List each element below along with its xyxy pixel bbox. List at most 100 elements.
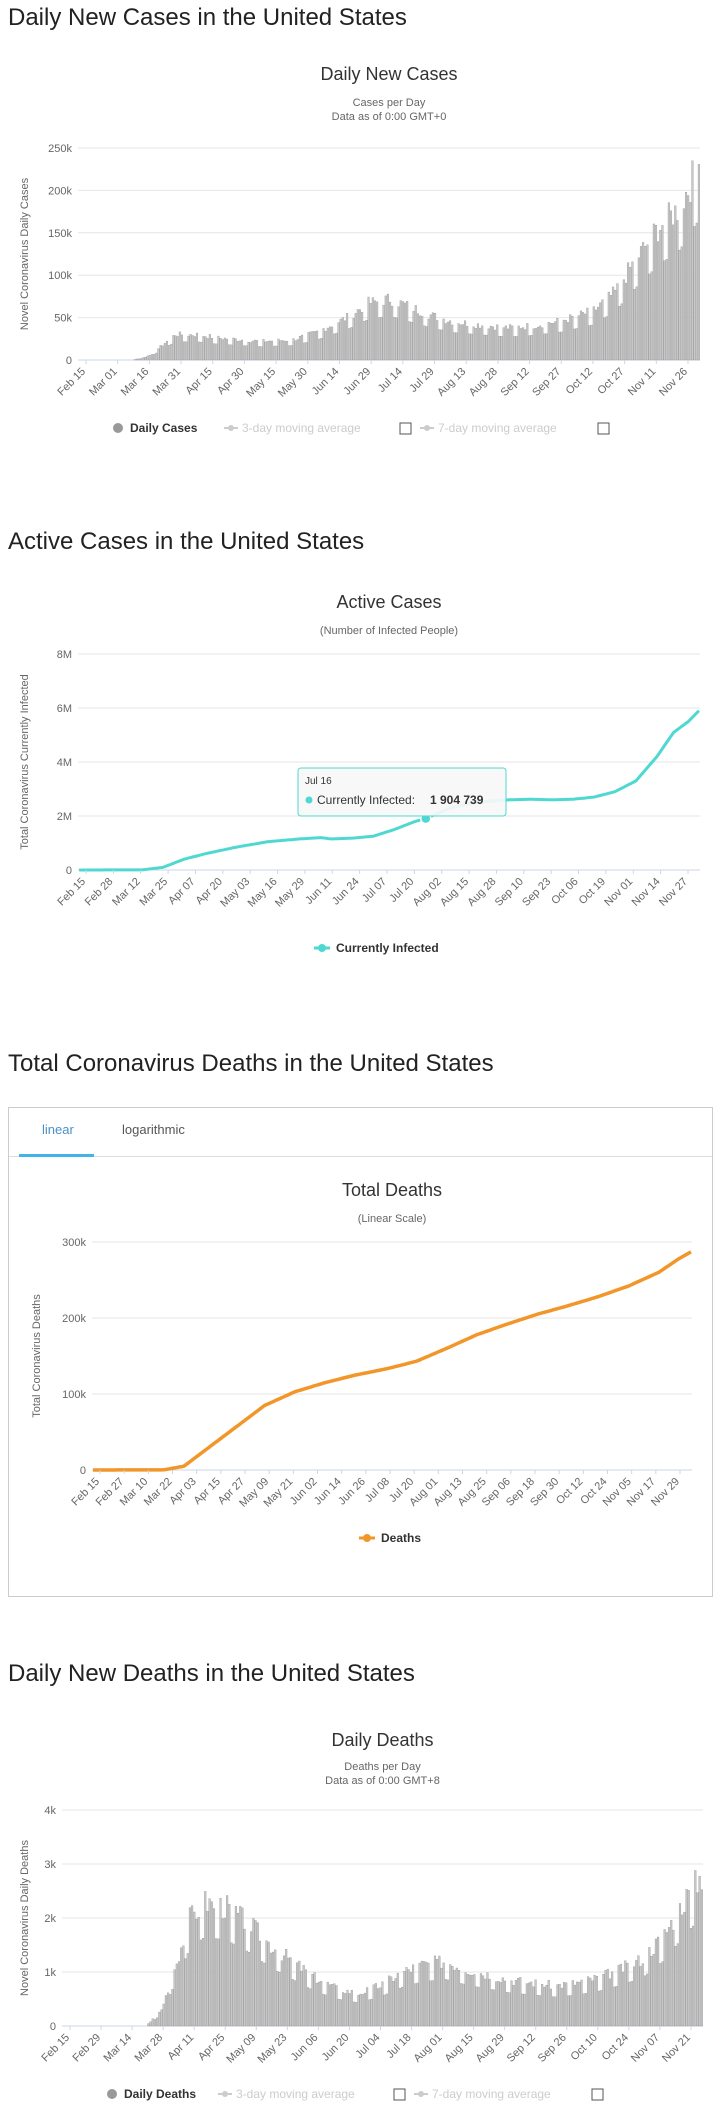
bar — [414, 305, 417, 361]
bar — [667, 202, 670, 361]
bar — [674, 1946, 677, 2027]
bar — [440, 1967, 443, 2027]
bar — [164, 1995, 167, 2027]
bar — [631, 261, 634, 361]
tab-linear[interactable]: linear — [42, 1122, 74, 1137]
bar — [291, 1979, 294, 2027]
bar — [609, 295, 612, 361]
bar — [254, 1920, 257, 2027]
bar — [165, 340, 168, 361]
bar — [296, 1962, 299, 2027]
bar — [672, 224, 675, 361]
bar — [534, 328, 537, 361]
bar — [554, 1996, 557, 2027]
bar — [337, 1998, 340, 2027]
bar — [436, 1959, 439, 2027]
bar — [401, 301, 404, 361]
bar — [552, 1996, 555, 2027]
bar — [587, 1976, 590, 2027]
x-tick-label: Oct 24 — [600, 2032, 631, 2063]
tab-logarithmic[interactable]: logarithmic — [122, 1122, 185, 1137]
bar — [274, 1949, 277, 2027]
bar — [279, 340, 282, 361]
bar — [584, 1993, 587, 2027]
bar — [371, 297, 374, 361]
bar — [485, 334, 488, 361]
bar — [517, 1978, 520, 2027]
bar — [245, 345, 248, 361]
bar — [366, 1987, 369, 2027]
bar — [385, 1993, 388, 2027]
bar — [607, 291, 610, 361]
bar — [497, 1981, 500, 2027]
x-tick-label: Mar 31 — [150, 366, 183, 399]
bar — [449, 320, 452, 361]
y-axis-title: Novel Coronavirus Daily Deaths — [19, 1840, 31, 1996]
bar — [251, 340, 254, 361]
bar — [558, 331, 561, 361]
bar — [178, 331, 181, 361]
bar — [471, 1975, 474, 2027]
bar — [663, 260, 666, 361]
bar — [446, 321, 449, 361]
x-tick-label: Feb 28 — [83, 876, 116, 909]
bar — [654, 1938, 657, 2027]
bar — [315, 1982, 318, 2027]
x-tick-label: Sep 12 — [499, 366, 532, 399]
bar — [168, 345, 171, 361]
bar — [292, 338, 295, 361]
bar — [490, 1989, 493, 2027]
bar — [549, 1988, 552, 2027]
bar — [659, 1963, 662, 2027]
tooltip-date: Jul 16 — [305, 776, 332, 787]
bar — [635, 286, 638, 361]
bar — [243, 1928, 246, 2027]
bar — [421, 315, 424, 361]
bar — [477, 1986, 480, 2027]
chart-title: Active Cases — [336, 592, 441, 612]
y-tick-label: 50k — [54, 313, 72, 325]
bar — [519, 1977, 522, 2027]
bar — [193, 336, 196, 361]
daily-cases-heading: Daily New Cases in the United States — [8, 4, 407, 31]
bar — [288, 345, 291, 361]
bar — [258, 1940, 261, 2027]
bar — [504, 325, 507, 361]
bar — [637, 1955, 640, 2027]
bar — [290, 345, 293, 361]
bar — [470, 333, 473, 361]
bar — [530, 335, 533, 361]
bar — [694, 1870, 697, 2027]
bar — [665, 1932, 668, 2027]
bar — [648, 1947, 651, 2027]
y-tick-label: 2M — [57, 811, 72, 823]
bar — [241, 339, 244, 361]
bar — [534, 1979, 537, 2027]
bar — [407, 1969, 410, 2027]
bar — [232, 1943, 235, 2027]
x-tick-label: Mar 12 — [110, 876, 143, 909]
bar — [648, 273, 651, 361]
bar — [646, 244, 649, 361]
bar — [253, 339, 256, 361]
bar — [174, 335, 177, 361]
y-tick-label: 0 — [80, 1465, 86, 1477]
bar — [383, 1994, 386, 2027]
bar — [219, 1898, 222, 2027]
x-tick-label: Nov 26 — [657, 366, 690, 399]
bar — [230, 1942, 233, 2027]
bar — [641, 1963, 644, 2027]
bar — [644, 246, 647, 361]
bar — [183, 341, 186, 361]
bar — [440, 329, 443, 361]
bar — [543, 1986, 546, 2027]
x-tick-label: May 09 — [224, 2032, 258, 2066]
x-tick-label: Mar 14 — [102, 2032, 135, 2065]
bar — [611, 1971, 614, 2027]
bar — [419, 315, 422, 361]
y-tick-label: 2k — [44, 1913, 56, 1925]
bar — [695, 222, 698, 361]
bar — [236, 340, 239, 361]
x-tick-label: Nov 27 — [657, 876, 690, 909]
bar — [212, 1908, 216, 2027]
